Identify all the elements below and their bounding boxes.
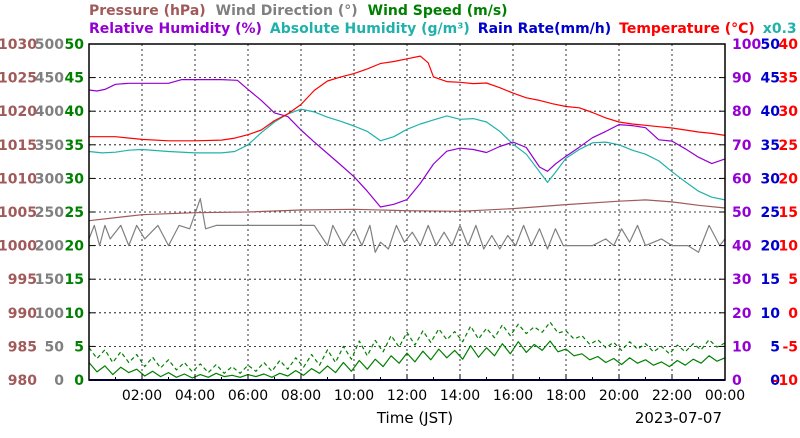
tick-label-relative-humidity: 80 bbox=[732, 104, 752, 120]
x-tick-label: 08:00 bbox=[281, 388, 321, 404]
tick-label-relative-humidity: 0 bbox=[732, 373, 742, 389]
header-label-pressure-hpa: Pressure (hPa) bbox=[89, 3, 206, 19]
header-label-rain-rate-mm-h: Rain Rate(mm/h) bbox=[478, 21, 611, 37]
tick-label-wind-speed: 45 bbox=[65, 71, 84, 87]
tick-label-pressure: 1000 bbox=[0, 239, 37, 255]
tick-label-pressure: 995 bbox=[8, 272, 37, 288]
x-tick-label: 20:00 bbox=[599, 388, 639, 404]
chart-header: Pressure (hPa) Wind Direction (°) Wind Spe… bbox=[89, 3, 797, 37]
tick-label-wind-direction: 450 bbox=[35, 71, 64, 87]
tick-label-pressure: 980 bbox=[8, 373, 37, 389]
tick-label-temperature: -10 bbox=[773, 373, 799, 389]
tick-label-relative-humidity: 70 bbox=[732, 138, 752, 154]
tick-label-temperature: 25 bbox=[779, 138, 798, 154]
tick-label-temperature: 15 bbox=[779, 205, 798, 221]
chart-axes: 1030102510201015101010051000995990985980… bbox=[0, 37, 798, 404]
series-line-wind-direction bbox=[88, 198, 726, 253]
tick-label-pressure: 1005 bbox=[0, 205, 37, 221]
tick-label-wind-direction: 150 bbox=[35, 272, 64, 288]
tick-label-wind-direction: 200 bbox=[35, 239, 64, 255]
tick-label-temperature: 0 bbox=[788, 306, 798, 322]
tick-label-relative-humidity: 90 bbox=[732, 71, 752, 87]
x-axis-title: Time (JST) bbox=[376, 409, 453, 427]
tick-label-pressure: 985 bbox=[8, 339, 37, 355]
header-label-wind-speed-m-s: Wind Speed (m/s) bbox=[368, 3, 508, 19]
date-label: 2023-07-07 bbox=[635, 409, 722, 427]
tick-label-wind-speed: 10 bbox=[65, 306, 85, 322]
tick-label-pressure: 1020 bbox=[0, 104, 37, 120]
tick-label-wind-speed: 35 bbox=[65, 138, 84, 154]
tick-label-relative-humidity: 40 bbox=[732, 239, 752, 255]
header-label-absolute-humidity-g-m: Absolute Humidity (g/m³) bbox=[270, 21, 470, 37]
tick-label-relative-humidity: 20 bbox=[732, 306, 752, 322]
tick-label-rain-rate: 35 bbox=[761, 138, 780, 154]
tick-label-pressure: 990 bbox=[8, 306, 37, 322]
series-line-pressure-hpa bbox=[88, 199, 726, 222]
tick-label-wind-speed: 0 bbox=[74, 373, 84, 389]
tick-label-wind-speed: 15 bbox=[65, 272, 84, 288]
x-tick-label: 22:00 bbox=[652, 388, 692, 404]
tick-label-temperature: 40 bbox=[779, 37, 799, 53]
tick-label-wind-direction: 350 bbox=[35, 138, 64, 154]
header-label-wind-direction: Wind Direction (°) bbox=[216, 3, 358, 19]
header-label-x0-3: x0.3 bbox=[763, 21, 797, 37]
tick-label-temperature: 5 bbox=[788, 272, 798, 288]
tick-label-relative-humidity: 30 bbox=[732, 272, 752, 288]
tick-label-relative-humidity: 50 bbox=[732, 205, 752, 221]
tick-label-temperature: 30 bbox=[779, 104, 799, 120]
tick-label-wind-speed: 25 bbox=[65, 205, 84, 221]
x-tick-label: 02:00 bbox=[122, 388, 162, 404]
x-tick-label: 00:00 bbox=[705, 388, 745, 404]
tick-label-pressure: 1025 bbox=[0, 71, 37, 87]
tick-label-wind-speed: 30 bbox=[65, 171, 85, 187]
series-line-absolute-humidity-g-m bbox=[88, 108, 726, 201]
tick-label-rain-rate: 25 bbox=[761, 205, 780, 221]
tick-label-wind-direction: 400 bbox=[35, 104, 64, 120]
tick-label-temperature: 20 bbox=[779, 171, 799, 187]
tick-label-rain-rate: 0 bbox=[770, 373, 780, 389]
x-tick-label: 12:00 bbox=[387, 388, 427, 404]
series-line-relative-humidity bbox=[88, 78, 726, 208]
tick-label-wind-direction: 250 bbox=[35, 205, 64, 221]
tick-label-wind-speed: 50 bbox=[65, 37, 85, 53]
header-label-temperature-c: Temperature (°C) bbox=[619, 21, 755, 37]
tick-label-rain-rate: 20 bbox=[761, 239, 781, 255]
tick-label-wind-direction: 100 bbox=[35, 306, 64, 322]
tick-label-rain-rate: 15 bbox=[761, 272, 780, 288]
series-line-temperature-c bbox=[89, 55, 726, 142]
tick-label-relative-humidity: 10 bbox=[732, 339, 752, 355]
tick-label-rain-rate: 30 bbox=[761, 171, 781, 187]
tick-label-wind-speed: 5 bbox=[74, 339, 84, 355]
tick-label-wind-direction: 500 bbox=[35, 37, 64, 53]
tick-label-wind-direction: 0 bbox=[54, 373, 64, 389]
series-line-wind-gust-m-s bbox=[88, 321, 726, 374]
tick-label-temperature: 10 bbox=[779, 239, 799, 255]
x-tick-label: 16:00 bbox=[493, 388, 533, 404]
tick-label-temperature: 35 bbox=[779, 71, 798, 87]
x-tick-label: 06:00 bbox=[228, 388, 268, 404]
tick-label-relative-humidity: 100 bbox=[732, 37, 761, 53]
tick-label-rain-rate: 10 bbox=[761, 306, 781, 322]
tick-label-pressure: 1015 bbox=[0, 138, 37, 154]
tick-label-wind-direction: 300 bbox=[35, 171, 64, 187]
tick-label-rain-rate: 40 bbox=[761, 104, 781, 120]
x-tick-label: 04:00 bbox=[175, 388, 215, 404]
header-label-relative-humidity: Relative Humidity (%) bbox=[89, 21, 262, 37]
tick-label-rain-rate: 5 bbox=[770, 339, 780, 355]
tick-label-pressure: 1030 bbox=[0, 37, 37, 53]
tick-label-wind-speed: 40 bbox=[65, 104, 85, 120]
tick-label-rain-rate: 45 bbox=[761, 71, 780, 87]
tick-label-temperature: -5 bbox=[782, 339, 798, 355]
tick-label-rain-rate: 50 bbox=[761, 37, 781, 53]
tick-label-wind-direction: 50 bbox=[45, 339, 65, 355]
tick-label-wind-speed: 20 bbox=[65, 239, 85, 255]
tick-label-pressure: 1010 bbox=[0, 171, 37, 187]
x-tick-label: 18:00 bbox=[546, 388, 586, 404]
x-tick-label: 10:00 bbox=[334, 388, 374, 404]
tick-label-relative-humidity: 60 bbox=[732, 171, 752, 187]
x-tick-label: 14:00 bbox=[440, 388, 480, 404]
